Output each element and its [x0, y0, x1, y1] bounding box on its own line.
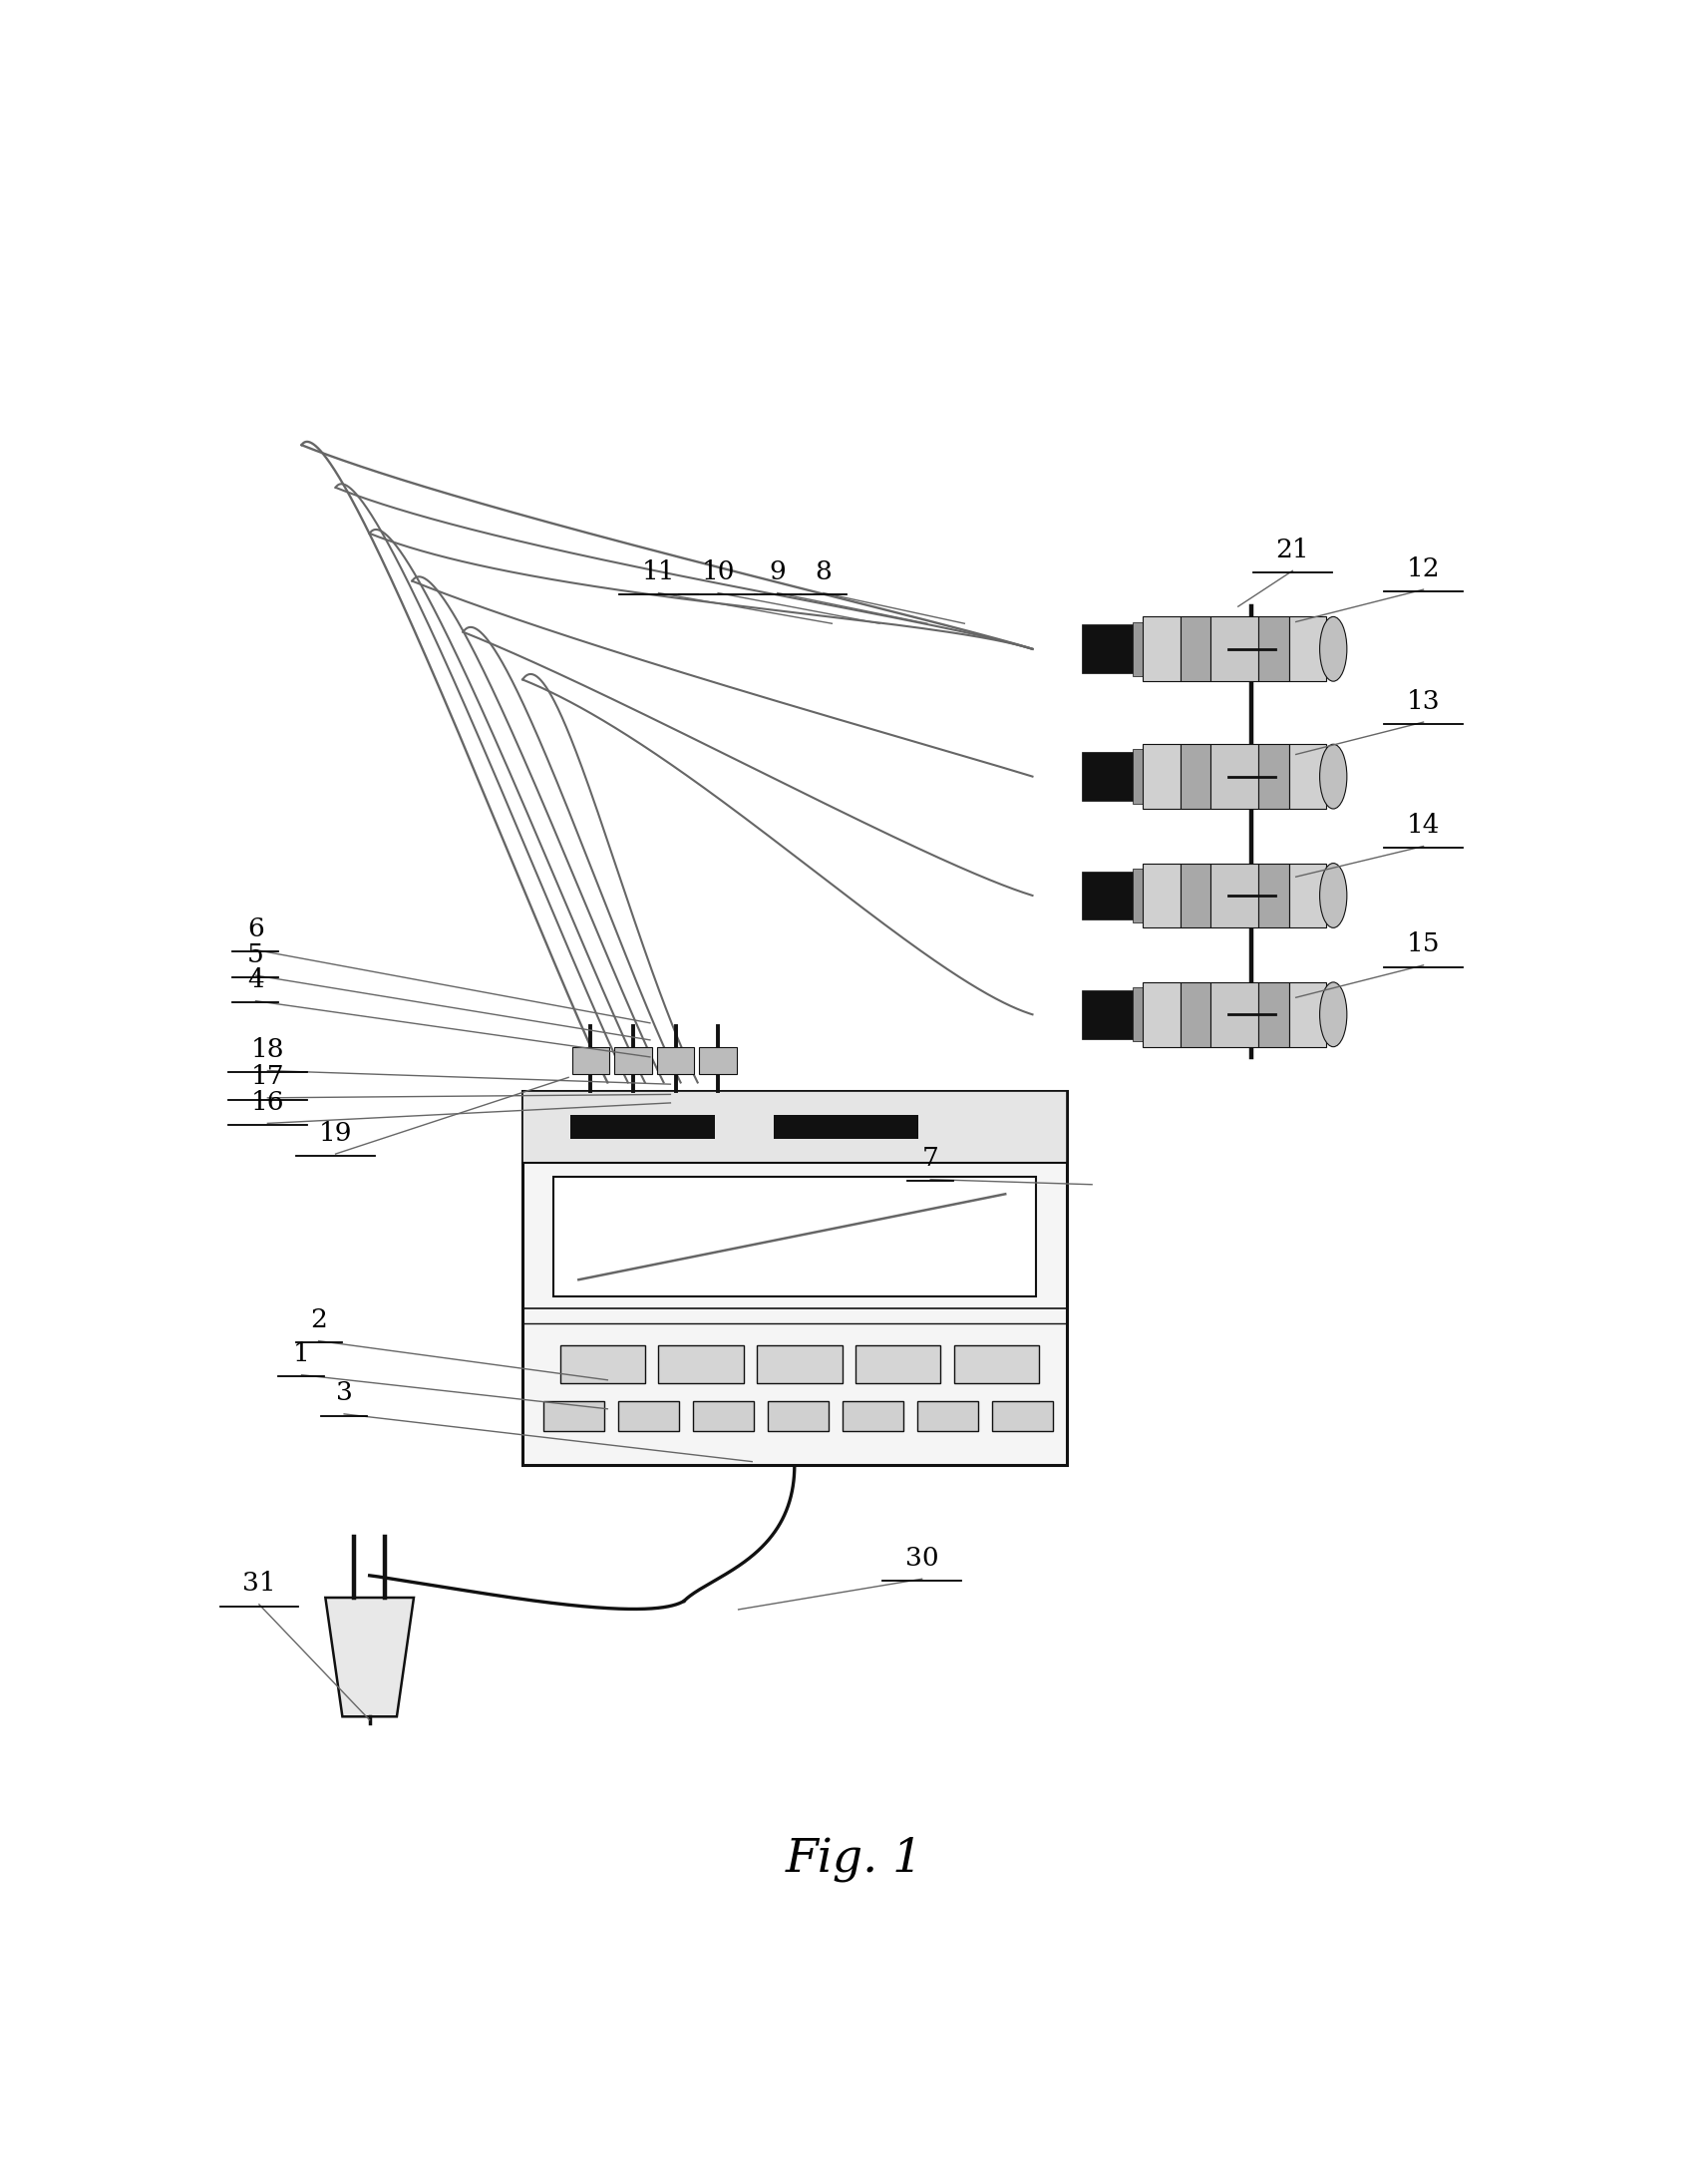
- Text: 19: 19: [319, 1122, 352, 1146]
- Ellipse shape: [1320, 744, 1348, 810]
- Bar: [1180, 744, 1211, 810]
- Bar: [543, 1401, 605, 1431]
- Text: 2: 2: [311, 1307, 326, 1333]
- Ellipse shape: [1320, 864, 1348, 927]
- Bar: [767, 1401, 828, 1431]
- Bar: [1143, 864, 1180, 927]
- Text: 30: 30: [905, 1545, 939, 1571]
- Bar: [1259, 982, 1290, 1047]
- Text: 21: 21: [1276, 537, 1310, 563]
- Bar: [523, 1091, 1066, 1163]
- Text: 8: 8: [815, 559, 832, 585]
- Text: 13: 13: [1407, 690, 1440, 714]
- Bar: [1290, 744, 1327, 810]
- Bar: [1081, 871, 1132, 921]
- Bar: [618, 1401, 680, 1431]
- Bar: [1211, 864, 1259, 927]
- Bar: [615, 1047, 652, 1074]
- Bar: [1211, 618, 1259, 681]
- Bar: [1290, 618, 1327, 681]
- Bar: [1143, 982, 1180, 1047]
- Bar: [1290, 864, 1327, 927]
- Bar: [1259, 864, 1290, 927]
- Text: 16: 16: [251, 1089, 284, 1115]
- Ellipse shape: [1320, 618, 1348, 681]
- Bar: [1081, 624, 1132, 674]
- Bar: [1143, 618, 1180, 681]
- Text: 11: 11: [642, 559, 675, 585]
- Text: 6: 6: [248, 916, 265, 940]
- Bar: [699, 1047, 736, 1074]
- Bar: [560, 1346, 646, 1383]
- Bar: [1180, 618, 1211, 681]
- Bar: [1132, 988, 1160, 1041]
- Text: 9: 9: [769, 559, 786, 585]
- Bar: [1290, 982, 1327, 1047]
- Bar: [658, 1047, 693, 1074]
- Bar: [1132, 748, 1160, 803]
- Bar: [856, 1346, 941, 1383]
- Bar: [1132, 622, 1160, 676]
- Text: 7: 7: [922, 1146, 939, 1172]
- Bar: [1180, 982, 1211, 1047]
- Bar: [992, 1401, 1052, 1431]
- Bar: [553, 1176, 1035, 1296]
- Bar: [1259, 744, 1290, 810]
- Bar: [1132, 868, 1160, 923]
- Polygon shape: [326, 1597, 413, 1717]
- Bar: [1211, 744, 1259, 810]
- Text: 4: 4: [248, 967, 265, 993]
- Bar: [1211, 982, 1259, 1047]
- Text: 12: 12: [1407, 556, 1440, 580]
- Bar: [692, 1401, 753, 1431]
- Bar: [659, 1346, 743, 1383]
- Bar: [570, 1115, 714, 1139]
- Bar: [1143, 744, 1180, 810]
- Text: 10: 10: [702, 559, 734, 585]
- Bar: [842, 1401, 904, 1431]
- Text: 31: 31: [243, 1571, 277, 1595]
- Bar: [757, 1346, 842, 1383]
- Text: 15: 15: [1407, 932, 1440, 956]
- Bar: [955, 1346, 1038, 1383]
- Ellipse shape: [1320, 982, 1348, 1047]
- Text: 3: 3: [336, 1381, 352, 1405]
- Bar: [1081, 991, 1132, 1039]
- Text: 5: 5: [248, 943, 265, 967]
- Bar: [572, 1047, 610, 1074]
- Bar: [1259, 618, 1290, 681]
- Text: 17: 17: [251, 1065, 284, 1089]
- Bar: [1081, 753, 1132, 801]
- Text: 18: 18: [251, 1036, 284, 1063]
- Bar: [1180, 864, 1211, 927]
- Bar: [917, 1401, 979, 1431]
- Text: Fig. 1: Fig. 1: [786, 1837, 922, 1883]
- Bar: [523, 1091, 1066, 1464]
- Text: 1: 1: [294, 1342, 309, 1366]
- Text: 14: 14: [1407, 812, 1440, 838]
- Bar: [774, 1115, 919, 1139]
